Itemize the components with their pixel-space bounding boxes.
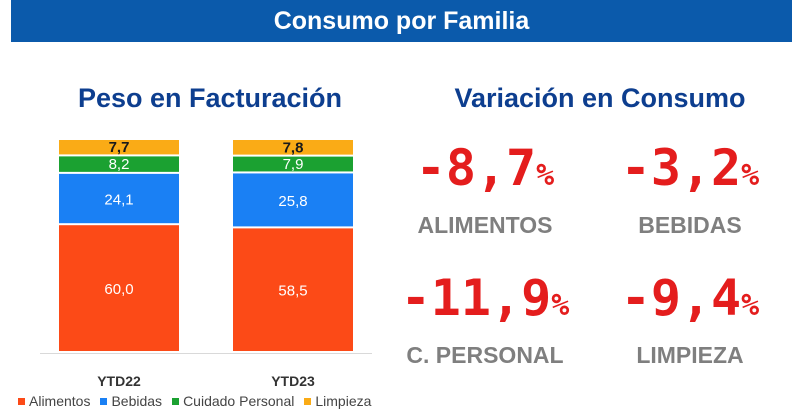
metric-c-personal-label: C. PERSONAL xyxy=(406,342,564,368)
metric-bebidas-unit: % xyxy=(741,158,760,193)
legend-item-bebidas: Bebidas xyxy=(100,393,162,409)
header-banner: Consumo por Familia xyxy=(11,0,792,42)
metric-alimentos-number: -8,7 xyxy=(415,139,537,197)
category-label-ytd23: YTD23 xyxy=(271,373,315,389)
category-label-ytd22: YTD22 xyxy=(97,373,141,389)
legend-swatch-alimentos xyxy=(18,397,25,405)
metric-c-personal-unit: % xyxy=(551,288,570,323)
bar-ytd23-alimentos xyxy=(233,228,353,351)
left-panel-title: Peso en Facturación xyxy=(77,83,343,113)
legend-swatch-cuidado-personal xyxy=(172,397,180,405)
metric-bebidas-value: -3,2% xyxy=(590,140,790,204)
label-ytd23-alimentos: 58,5 xyxy=(278,283,307,300)
chart-legend: Alimentos Bebidas Cuidado Personal Limpi… xyxy=(18,393,371,409)
page-title: Consumo por Familia xyxy=(273,7,530,35)
label-ytd22-cuidado-personal: 8,2 xyxy=(109,156,130,173)
metric-c-personal-value: -11,9% xyxy=(385,270,585,334)
label-ytd23-bebidas: 25,8 xyxy=(278,193,307,210)
metric-c-personal-number: -11,9 xyxy=(400,269,552,327)
metric-alimentos-value: -8,7% xyxy=(385,140,585,204)
right-panel-title: Variación en Consumo xyxy=(454,83,746,113)
metric-alimentos-label: ALIMENTOS xyxy=(417,212,553,238)
legend-label-cuidado-personal: Cuidado Personal xyxy=(183,393,295,409)
metric-c-personal: -11,9% C. PERSONAL xyxy=(385,270,585,369)
bar-ytd22-cuidado-personal xyxy=(59,156,179,172)
label-ytd22-bebidas: 24,1 xyxy=(104,192,133,209)
bar-ytd22-bebidas xyxy=(59,173,179,224)
legend-item-limpieza: Limpieza xyxy=(304,393,371,409)
label-ytd23-limpieza: 7,8 xyxy=(283,139,304,156)
bar-ytd22-limpieza xyxy=(59,140,179,155)
bar-ytd22-alimentos xyxy=(59,225,179,351)
legend-item-cuidado-personal: Cuidado Personal xyxy=(172,393,294,409)
label-ytd22-limpieza: 7,7 xyxy=(109,139,130,156)
metric-limpieza-number: -9,4 xyxy=(620,269,742,327)
metric-bebidas-label: BEBIDAS xyxy=(638,212,742,238)
legend-swatch-bebidas xyxy=(100,397,108,405)
metric-limpieza-label: LIMPIEZA xyxy=(636,342,744,368)
metric-alimentos-unit: % xyxy=(536,158,555,193)
legend-label-limpieza: Limpieza xyxy=(315,393,372,409)
legend-label-alimentos: Alimentos xyxy=(29,393,91,409)
bar-ytd23-limpieza xyxy=(233,140,353,155)
metric-bebidas: -3,2% BEBIDAS xyxy=(590,140,790,239)
legend-swatch-limpieza xyxy=(304,397,312,405)
label-ytd22-alimentos: 60,0 xyxy=(104,281,133,298)
legend-item-alimentos: Alimentos xyxy=(18,393,90,409)
metric-limpieza-value: -9,4% xyxy=(590,270,790,334)
metric-limpieza: -9,4% LIMPIEZA xyxy=(590,270,790,369)
legend-label-bebidas: Bebidas xyxy=(111,393,163,409)
metric-alimentos: -8,7% ALIMENTOS xyxy=(385,140,585,239)
stacked-bar-chart: 60,0 24,1 8,27,7 YTD22 58,5 25,8 7,97,8 YTD23 xyxy=(40,139,372,389)
metric-bebidas-number: -3,2 xyxy=(620,139,742,197)
bar-ytd23-bebidas xyxy=(233,173,353,227)
bar-ytd23-cuidado-personal xyxy=(233,156,353,172)
metric-limpieza-unit: % xyxy=(741,288,760,323)
label-ytd23-cuidado-personal: 7,9 xyxy=(283,156,304,173)
